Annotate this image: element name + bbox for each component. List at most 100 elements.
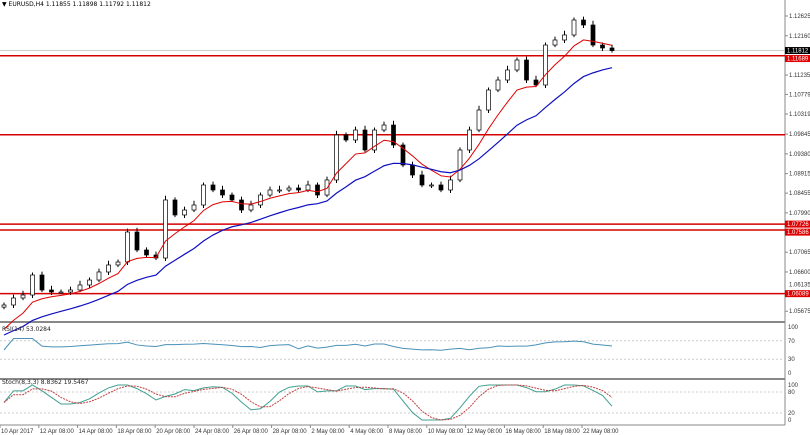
candle — [448, 179, 453, 191]
time-tick-label: 12 May 08:00 — [467, 429, 503, 435]
candle — [391, 124, 396, 146]
level-label-bg — [785, 290, 810, 298]
candle — [381, 124, 387, 131]
candle — [438, 184, 444, 191]
candle — [239, 199, 244, 211]
stoch-tick: 20 — [788, 411, 795, 417]
price-tick-label: 1.09845 — [789, 132, 810, 138]
price-tick-label: 1.12625 — [789, 14, 810, 20]
candle — [39, 274, 45, 291]
candle — [248, 204, 254, 211]
rsi-line — [3, 338, 613, 351]
rsi-tick: 0 — [788, 371, 792, 377]
candle — [305, 184, 311, 191]
stoch-tick: 80 — [788, 390, 795, 396]
price-tick-label: 1.07065 — [789, 250, 810, 256]
time-tick-label: 2 May 08:00 — [311, 429, 345, 435]
candle — [467, 129, 472, 151]
level-label-bg — [785, 55, 810, 63]
price-tick-label: 1.08455 — [789, 191, 810, 197]
price-tick-label: 1.06135 — [789, 283, 810, 289]
candle — [296, 187, 301, 191]
candle — [96, 271, 102, 281]
candle — [87, 279, 92, 286]
candle — [609, 47, 615, 51]
candle — [581, 19, 586, 26]
price-tick-label: 1.10779 — [789, 92, 810, 98]
candle — [590, 24, 596, 46]
fast-moving-average — [3, 39, 613, 330]
time-tick-label: 14 Apr 08:00 — [79, 429, 114, 435]
candle — [505, 69, 510, 81]
level-label: 1.11689 — [787, 57, 809, 63]
candle — [220, 189, 225, 196]
price-tick-label: 1.10319 — [789, 112, 810, 118]
candle — [562, 34, 567, 41]
candle — [106, 264, 111, 273]
price-tick-label: 1.08915 — [789, 172, 810, 178]
time-tick-label: 20 Apr 08:00 — [156, 429, 191, 435]
candle — [68, 289, 73, 293]
candle — [20, 294, 26, 299]
candle — [543, 44, 548, 86]
price-tick-label: 1.05675 — [789, 309, 810, 315]
candle — [1, 304, 7, 308]
candle — [552, 39, 558, 46]
time-tick-label: 18 May 08:00 — [544, 429, 580, 435]
price-tick-label: 1.12160 — [789, 34, 810, 40]
candle — [429, 184, 434, 187]
current-price-label: 1.11812 — [787, 49, 809, 55]
candle — [125, 231, 130, 263]
candle — [144, 249, 149, 256]
candle — [229, 194, 235, 201]
candle — [476, 109, 482, 131]
candle — [533, 79, 539, 86]
candle — [353, 129, 358, 141]
time-tick-label: 18 Apr 08:00 — [117, 429, 152, 435]
candle — [514, 59, 520, 71]
time-tick-label: 28 Apr 08:00 — [273, 429, 308, 435]
rsi-tick: 70 — [788, 339, 795, 345]
candle — [163, 199, 168, 259]
rsi-label: RSI(14) 53.0284 — [2, 326, 51, 333]
rsi-tick: 100 — [788, 325, 799, 331]
candle — [571, 19, 577, 36]
candle — [182, 209, 187, 216]
stoch-main-line — [3, 384, 613, 421]
candle — [343, 134, 349, 141]
candle — [334, 134, 339, 181]
candle — [372, 129, 377, 151]
candle — [210, 184, 216, 191]
candle — [410, 164, 415, 176]
candle — [267, 189, 273, 196]
price-tick-label: 1.09380 — [789, 152, 810, 158]
candle — [258, 194, 263, 206]
time-tick-label: 24 Apr 08:00 — [195, 429, 230, 435]
level-label: 1.07726 — [787, 222, 809, 228]
time-tick-label: 10 May 08:00 — [428, 429, 464, 435]
candle — [486, 89, 491, 111]
candle — [315, 184, 320, 196]
candle — [600, 44, 605, 49]
candle — [400, 144, 406, 166]
level-label-bg — [785, 220, 810, 228]
candle — [58, 291, 64, 294]
candle — [277, 189, 282, 192]
candle — [419, 174, 425, 186]
current-price-bg — [785, 47, 810, 55]
candle — [30, 274, 35, 296]
level-label: 1.07586 — [787, 230, 809, 236]
time-tick-label: 22 May 08:00 — [583, 429, 619, 435]
symbol-header: ▼ EURUSD,H4 1.11855 1.11898 1.11792 1.11… — [2, 1, 151, 8]
candle — [49, 289, 54, 293]
rsi-tick: 30 — [788, 357, 795, 363]
time-tick-label: 8 May 08:00 — [389, 429, 423, 435]
time-tick-label: 26 Apr 08:00 — [234, 429, 269, 435]
candle — [457, 149, 463, 181]
level-label-bg — [785, 228, 810, 236]
level-label: 1.06089 — [787, 292, 809, 298]
time-tick-label: 4 May 08:00 — [350, 429, 384, 435]
price-tick-label: 1.07990 — [789, 211, 810, 217]
stoch-tick: 0 — [788, 418, 792, 424]
